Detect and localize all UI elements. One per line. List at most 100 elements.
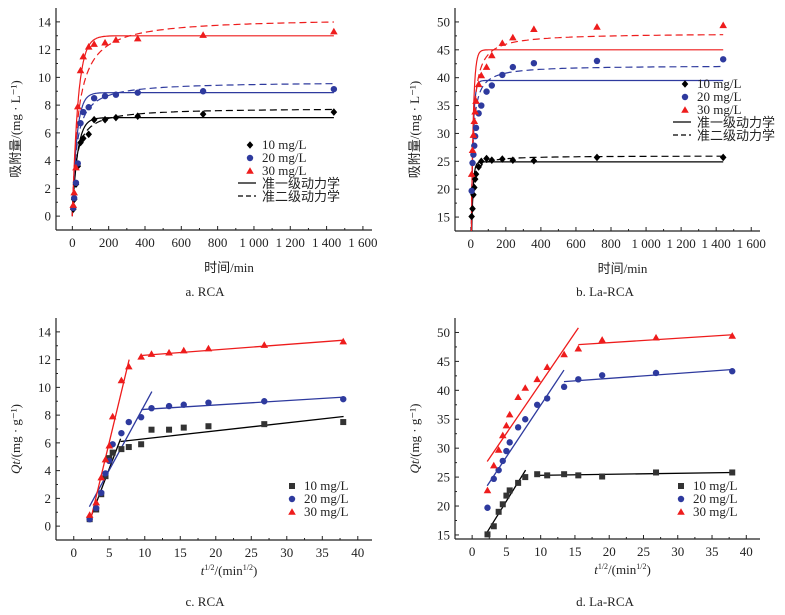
x-tick-label: 25	[245, 545, 258, 560]
y-tick-label: 14	[38, 14, 52, 29]
x-tick-label: 0	[69, 235, 76, 250]
data-point	[530, 156, 538, 165]
data-point	[199, 31, 207, 38]
data-point	[468, 212, 475, 221]
x-tick-label: 25	[637, 544, 650, 559]
legend-marker	[677, 495, 685, 503]
data-point	[470, 117, 479, 124]
legend-marker	[246, 167, 254, 174]
data-point	[472, 170, 480, 178]
data-point	[575, 472, 582, 479]
linear-fit-line-1	[89, 359, 130, 523]
y-tick-label: 20	[437, 499, 450, 514]
data-point	[469, 204, 476, 213]
x-axis-title-part: 1/2	[636, 562, 646, 571]
x-tick-label: 1 400	[702, 236, 731, 251]
legend-marker	[288, 495, 296, 503]
pso-fit-line-30mgL	[71, 21, 334, 217]
data-point	[506, 487, 513, 494]
x-tick-label: 1 600	[737, 236, 766, 251]
data-point	[102, 470, 109, 477]
data-point	[179, 346, 188, 354]
data-point	[561, 471, 568, 478]
x-tick-label: 40	[740, 544, 753, 559]
x-axis-title-part: /(min	[608, 562, 637, 577]
data-point	[80, 108, 87, 116]
data-point	[137, 353, 145, 360]
x-tick-label: 200	[496, 236, 516, 251]
data-point	[472, 124, 480, 132]
legend-label: 准一级动力学	[697, 115, 775, 130]
data-point	[506, 439, 513, 446]
data-point	[719, 56, 727, 63]
legend-marker	[289, 483, 295, 489]
x-tick-label: 1 200	[276, 235, 305, 250]
data-point	[97, 473, 106, 481]
x-tick-label: 30	[671, 544, 684, 559]
data-point	[509, 156, 517, 164]
data-point	[468, 187, 475, 195]
y-tick-label: 40	[437, 70, 450, 85]
data-point	[509, 33, 517, 41]
pfo-fit-line-30mgL	[470, 49, 724, 231]
data-point	[534, 471, 541, 478]
legend-label: 10 mg/L	[693, 478, 737, 493]
y-tick-label: 50	[437, 325, 450, 340]
data-point	[474, 80, 483, 88]
x-tick-label: 1 600	[348, 235, 377, 250]
plot-area	[483, 327, 737, 538]
data-point	[260, 341, 269, 348]
x-tick-label: 400	[531, 236, 551, 251]
x-tick-label: 20	[209, 545, 222, 560]
data-point	[340, 395, 347, 403]
panel-caption: c. RCA	[186, 594, 226, 609]
data-point	[483, 88, 490, 95]
data-point	[530, 25, 538, 32]
data-point	[134, 89, 141, 96]
legend: 10 mg/L20 mg/L30 mg/L	[677, 478, 737, 519]
data-point	[69, 201, 78, 208]
y-tick-label: 35	[437, 98, 450, 113]
x-tick-label: 0	[468, 236, 475, 251]
y-tick-label: 30	[437, 441, 450, 456]
legend-marker	[678, 483, 684, 489]
data-point	[125, 444, 132, 451]
data-point	[137, 414, 145, 421]
data-point	[499, 501, 506, 508]
x-tick-label: 200	[99, 235, 119, 250]
data-point	[118, 429, 125, 437]
x-tick-label: 35	[706, 544, 719, 559]
data-point	[340, 419, 347, 426]
x-axis-title: 时间/min	[598, 261, 648, 276]
x-axis-title-part: t	[201, 563, 205, 578]
linear-fit-line-2	[537, 471, 733, 477]
y-axis-title: Qt/(mg · g⁻¹)	[8, 404, 23, 474]
y-tick-label: 30	[437, 126, 450, 141]
data-point	[85, 104, 92, 111]
data-point	[467, 170, 476, 177]
data-point	[79, 134, 87, 143]
data-point	[118, 446, 125, 453]
y-tick-label: 45	[437, 42, 450, 57]
data-point	[488, 82, 496, 89]
x-axis-title: t1/2/(min1/2)	[594, 562, 651, 577]
legend-label: 30 mg/L	[693, 504, 737, 519]
data-point	[477, 157, 485, 166]
linear-fit-line-2	[141, 339, 344, 357]
legend-label: 30 mg/L	[304, 504, 348, 519]
y-tick-label: 8	[45, 408, 52, 423]
y-tick-label: 2	[45, 181, 52, 196]
y-tick-label: 40	[437, 383, 450, 398]
x-tick-label: 5	[106, 545, 113, 560]
data-point	[495, 466, 502, 474]
x-axis-title-part: )	[253, 563, 257, 578]
data-point	[530, 59, 538, 67]
data-point	[729, 368, 736, 375]
panel-caption: b. La-RCA	[576, 284, 634, 299]
data-point	[495, 508, 502, 515]
legend-label: 准一级动力学	[262, 176, 340, 191]
data-point	[499, 71, 506, 79]
data-point	[503, 492, 510, 499]
legend-label: 准二级动力学	[697, 128, 775, 143]
